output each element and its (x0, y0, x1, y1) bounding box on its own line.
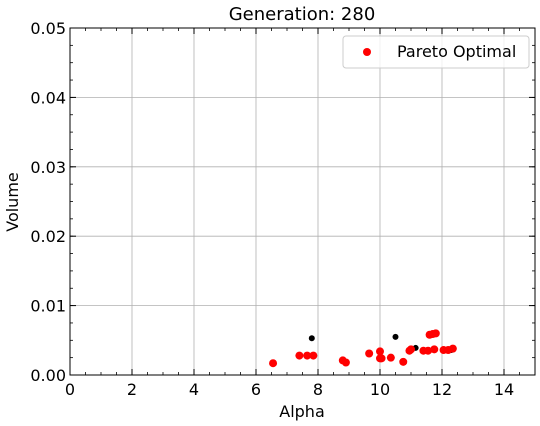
pareto-optimal-point (448, 344, 457, 353)
pareto-optimal-point (431, 329, 440, 338)
x-tick-label: 2 (127, 380, 137, 399)
x-axis-label: Alpha (279, 402, 325, 421)
pareto-optimal-point (424, 346, 433, 355)
pareto-optimal-point (295, 351, 304, 360)
pareto-optimal-point (269, 359, 278, 368)
pareto-optimal-point (376, 347, 384, 356)
plot-frame (69, 27, 536, 376)
y-tick-label: 0.02 (30, 227, 66, 246)
grid (69, 27, 535, 376)
pareto-optimal-point (407, 345, 415, 354)
y-tick-label: 0.01 (30, 297, 66, 316)
x-tick-label: 12 (432, 380, 452, 399)
y-axis-label: Volume (3, 172, 22, 232)
y-tick-label: 0.00 (30, 366, 66, 385)
x-tick-label: 14 (494, 380, 514, 399)
pareto-optimal-point (341, 358, 350, 367)
y-tick-label: 0.05 (30, 19, 66, 38)
legend-box (342, 35, 530, 69)
axis-ticks: 0 2 4 6 8 10 12 14 0.00 0.01 0.02 0.03 0.04 0.05 (30, 19, 536, 399)
data-points (269, 329, 457, 368)
pareto-optimal-point (377, 354, 386, 363)
legend: Pareto Optimal (342, 35, 530, 69)
population-point (308, 335, 315, 342)
pareto-optimal-point (303, 351, 312, 360)
x-tick-label: 4 (189, 380, 199, 399)
y-tick-label: 0.03 (30, 158, 66, 177)
population-point (392, 333, 399, 340)
chart-title: Generation: 280 (229, 4, 376, 25)
x-tick-label: 10 (370, 380, 390, 399)
x-tick-label: 0 (65, 380, 75, 399)
pareto-optimal-point (365, 349, 374, 358)
legend-marker-pareto-optimal (363, 48, 371, 56)
pareto-optimal-point (309, 351, 318, 360)
legend-label-pareto-optimal: Pareto Optimal (397, 42, 516, 61)
pareto-optimal-point (386, 353, 395, 362)
y-tick-label: 0.04 (30, 88, 66, 107)
x-tick-label: 8 (313, 380, 323, 399)
pareto-optimal-point (399, 357, 408, 366)
x-tick-label: 6 (251, 380, 261, 399)
pareto-optimal-point (430, 345, 439, 354)
